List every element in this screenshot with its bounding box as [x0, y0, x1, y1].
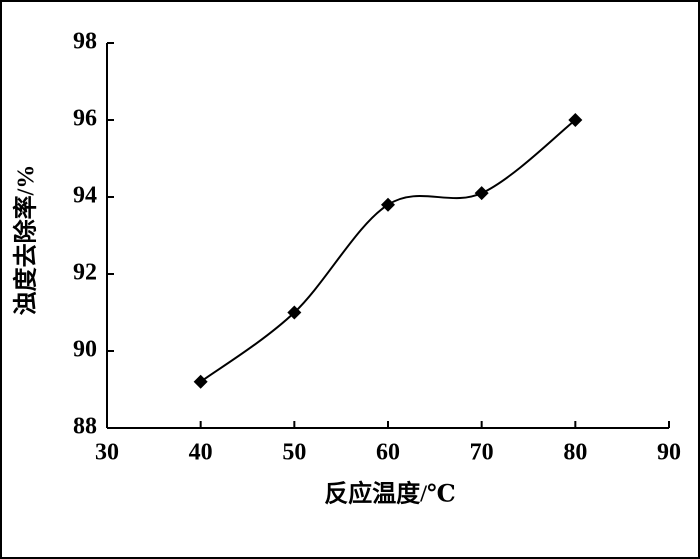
- y-axis-label: 浊度去除率/%: [12, 165, 40, 316]
- y-tick-label: 92: [73, 260, 97, 286]
- x-tick-label: 60: [376, 440, 400, 466]
- x-axis-label: 反应温度/℃: [324, 480, 455, 508]
- marker: [381, 197, 395, 212]
- y-tick-label: 94: [73, 183, 97, 209]
- marker: [193, 374, 208, 389]
- x-tick-label: 90: [657, 440, 681, 466]
- marker: [287, 305, 302, 320]
- y-tick-label: 90: [73, 337, 97, 363]
- y-tick-label: 88: [73, 414, 97, 440]
- x-tick-label: 50: [282, 440, 306, 466]
- marker: [568, 113, 583, 127]
- x-tick-label: 40: [189, 440, 213, 466]
- x-tick-label: 30: [95, 440, 119, 466]
- y-tick-label: 96: [73, 106, 97, 132]
- y-tick-label: 98: [73, 29, 97, 55]
- x-tick-label: 70: [470, 440, 494, 466]
- x-tick-label: 80: [563, 440, 587, 466]
- marker: [474, 186, 489, 201]
